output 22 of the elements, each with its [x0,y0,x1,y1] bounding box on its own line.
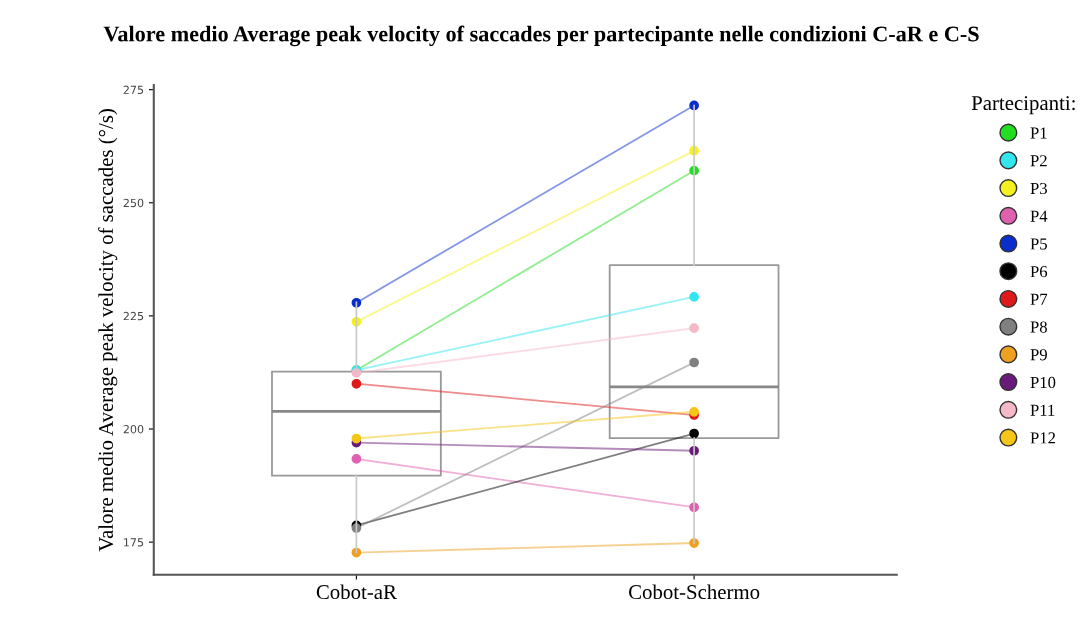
y-tick-label: 275 [123,85,144,95]
chart-title: Valore medio Average peak velocity of saccades per partecipante nelle condizioni C-aR e C-S [103,25,979,47]
legend-label: P9 [1030,349,1047,361]
x-tick-label: Cobot-aR [316,584,397,600]
x-tick-label: Cobot-Schermo [629,584,760,600]
legend-label: P1 [1030,127,1047,139]
legend-label: P6 [1030,266,1048,278]
y-axis-title: Valore medio Average peak velocity of saccades (°/s) [98,109,118,552]
legend-label: P5 [1030,238,1047,250]
y-tick-label: 175 [124,538,144,547]
y-tick-label: 200 [123,424,144,434]
y-tick-label: 225 [123,311,144,321]
legend-label: P2 [1030,155,1047,167]
legend-title: Partecipanti: [971,96,1075,115]
legend-label: P3 [1030,182,1047,195]
legend-label: P8 [1030,321,1047,333]
legend-label: P10 [1030,376,1056,389]
legend-label: P4 [1030,210,1048,222]
legend-label: P7 [1030,293,1048,305]
y-tick-label: 250 [123,198,144,208]
legend-label: P12 [1030,432,1056,444]
legend-label: P11 [1030,404,1055,416]
